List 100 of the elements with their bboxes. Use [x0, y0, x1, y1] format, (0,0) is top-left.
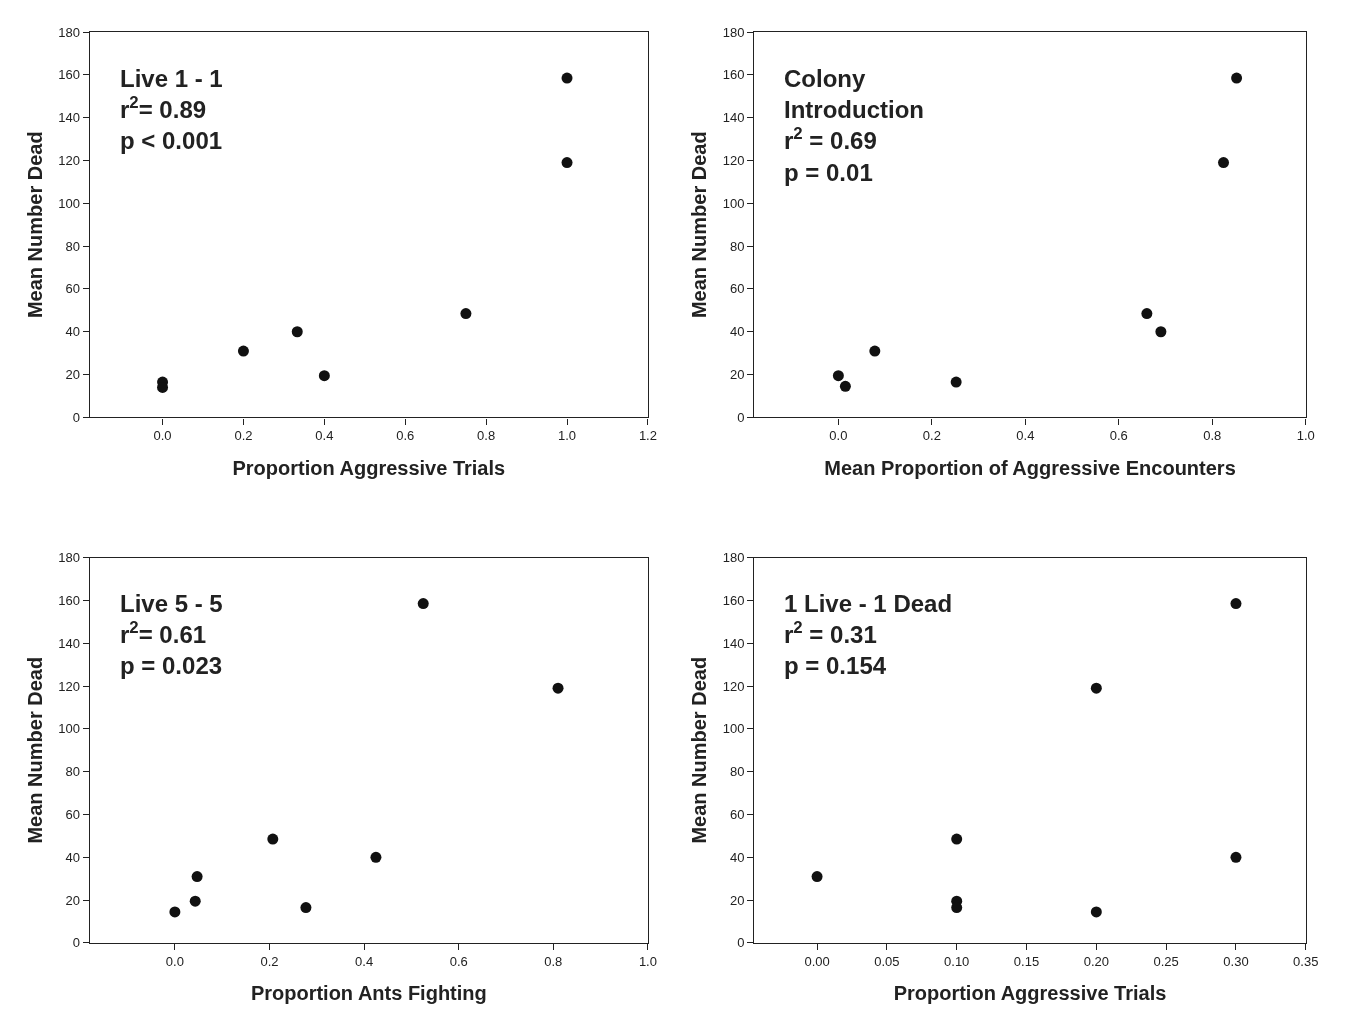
- y-tick-label: 140: [722, 110, 745, 126]
- y-tick-label: 160: [722, 67, 745, 83]
- y-tick-label: 40: [65, 849, 81, 865]
- point: [1231, 72, 1243, 84]
- y-tick-label: 80: [730, 238, 745, 254]
- y-tick-label: 100: [722, 195, 745, 211]
- point: [1141, 308, 1153, 320]
- x-tick-label: 1.0: [1296, 428, 1315, 444]
- y-tick-label: 40: [730, 324, 745, 340]
- x-axis-title: Proportion Aggressive Trials: [232, 456, 506, 479]
- point: [267, 833, 279, 845]
- y-tick-label: 0: [737, 935, 745, 951]
- point: [561, 72, 573, 84]
- point: [951, 833, 963, 845]
- y-tick-label: 100: [58, 195, 81, 211]
- point: [950, 376, 962, 388]
- x-tick-label: 0.2: [260, 953, 279, 969]
- x-axis-title: Proportion Aggressive Trials: [893, 982, 1167, 1005]
- y-tick-label: 60: [730, 807, 745, 823]
- y-tick-label: 160: [58, 67, 81, 83]
- x-tick-label: 0.6: [396, 428, 415, 444]
- point: [1090, 682, 1102, 694]
- y-tick-label: 180: [722, 24, 745, 40]
- x-tick-label: 0.30: [1223, 953, 1249, 969]
- y-tick-label: 0: [72, 935, 81, 951]
- x-tick-label: 0.0: [153, 428, 172, 444]
- x-tick-label: 1.0: [557, 428, 577, 444]
- y-tick-label: 180: [58, 24, 81, 40]
- x-axis-title: Proportion Ants Fighting: [250, 982, 487, 1005]
- point: [189, 895, 201, 907]
- y-tick-label: 160: [58, 592, 81, 608]
- x-tick-label: 0.2: [922, 428, 941, 444]
- y-tick-label: 120: [58, 678, 81, 694]
- point: [552, 682, 564, 694]
- y-tick-label: 120: [58, 153, 81, 169]
- point: [1218, 157, 1230, 169]
- x-tick-label: 0.00: [804, 953, 830, 969]
- x-tick-label: 0.4: [315, 428, 334, 444]
- point: [460, 308, 472, 320]
- x-tick-label: 0.20: [1083, 953, 1109, 969]
- y-tick-label: 120: [722, 153, 745, 169]
- y-tick-label: 160: [722, 592, 745, 608]
- x-tick-label: 0.8: [544, 953, 563, 969]
- y-tick-label: 180: [58, 550, 81, 566]
- point: [1155, 326, 1167, 338]
- point: [169, 906, 181, 918]
- y-tick-label: 180: [722, 550, 745, 566]
- y-tick-label: 60: [730, 281, 745, 297]
- y-tick-label: 80: [65, 764, 81, 780]
- x-tick-label: 0.6: [449, 953, 468, 969]
- y-tick-label: 120: [722, 678, 745, 694]
- point: [191, 871, 203, 883]
- point: [291, 326, 303, 338]
- x-tick-label: 0.25: [1153, 953, 1179, 969]
- y-tick-label: 140: [58, 110, 81, 126]
- point: [417, 598, 429, 610]
- y-tick-label: 140: [722, 635, 745, 651]
- point: [869, 345, 881, 357]
- y-tick-label: 80: [65, 238, 81, 254]
- point: [1230, 598, 1242, 610]
- point: [318, 370, 330, 382]
- x-tick-label: 0.4: [355, 953, 374, 969]
- point: [370, 851, 382, 863]
- x-axis-title: Mean Proportion of Aggressive Encounters: [824, 456, 1236, 479]
- y-tick-label: 20: [65, 892, 81, 908]
- y-tick-label: 20: [730, 892, 745, 908]
- annotation: Colony Introduction r$^{2}$ = 0.69 p = 0.01: [784, 65, 924, 186]
- x-tick-label: 0.8: [477, 428, 496, 444]
- y-axis-title: Mean Number Dead: [688, 131, 711, 319]
- point: [561, 157, 573, 169]
- point: [1230, 851, 1242, 863]
- annotation: Live 5 - 5 r$^{2}$= 0.61 p = 0.023: [120, 590, 223, 680]
- x-tick-label: 0.6: [1109, 428, 1128, 444]
- point: [300, 902, 312, 914]
- x-tick-label: 0.05: [874, 953, 900, 969]
- x-tick-label: 0.8: [1203, 428, 1222, 444]
- x-tick-label: 0.0: [829, 428, 848, 444]
- x-tick-label: 1.2: [638, 428, 657, 444]
- x-tick-label: 0.0: [165, 953, 184, 969]
- y-tick-label: 100: [58, 721, 81, 737]
- y-axis-title: Mean Number Dead: [23, 656, 46, 844]
- annotation: 1 Live - 1 Dead r$^{2}$ = 0.31 p = 0.154: [784, 590, 953, 680]
- x-tick-label: 0.35: [1293, 953, 1319, 969]
- y-tick-label: 100: [722, 721, 745, 737]
- point: [832, 370, 844, 382]
- y-tick-label: 0: [737, 409, 745, 425]
- x-tick-label: 0.2: [234, 428, 253, 444]
- y-tick-label: 140: [58, 635, 81, 651]
- point: [839, 380, 851, 392]
- x-tick-label: 0.4: [1016, 428, 1035, 444]
- y-tick-label: 40: [730, 849, 745, 865]
- y-tick-label: 80: [730, 764, 745, 780]
- x-tick-label: 0.10: [944, 953, 970, 969]
- y-axis-title: Mean Number Dead: [23, 131, 46, 319]
- y-tick-label: 0: [72, 409, 81, 425]
- y-tick-label: 60: [65, 281, 81, 297]
- y-tick-label: 20: [65, 367, 81, 383]
- point: [1090, 906, 1102, 918]
- y-tick-label: 60: [65, 807, 81, 823]
- y-axis-title: Mean Number Dead: [688, 656, 711, 844]
